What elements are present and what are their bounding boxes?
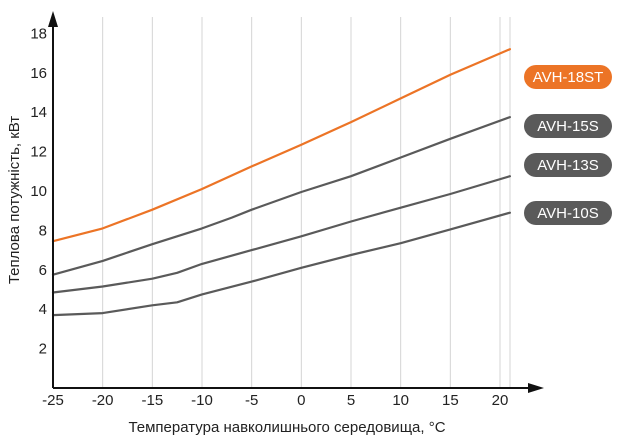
x-axis-arrow — [528, 383, 544, 393]
x-tick-label: -25 — [42, 392, 64, 409]
y-tick-label: 4 — [39, 301, 47, 318]
series-lines — [51, 48, 511, 317]
legend-label: AVH-10S — [537, 205, 598, 222]
legend-badge — [524, 153, 612, 177]
series-line-avh-13s — [51, 175, 511, 294]
y-tick-label: 10 — [30, 183, 47, 200]
legend-item-avh-15s: AVH-15S — [524, 114, 612, 138]
y-tick-label: 6 — [39, 262, 47, 279]
x-tick-label: 0 — [297, 392, 305, 409]
x-axis-label: Температура навколишнього середовища, °C — [128, 419, 445, 436]
series-line-avh-18st — [51, 48, 511, 243]
y-tick-label: 18 — [30, 25, 47, 42]
y-tick-label: 12 — [30, 144, 47, 161]
x-tick-label: -20 — [92, 392, 114, 409]
legend-item-avh-10s: AVH-10S — [524, 201, 612, 225]
legend-label: AVH-13S — [537, 157, 598, 174]
x-tick-label: -10 — [191, 392, 213, 409]
x-tick-label: 20 — [492, 392, 509, 409]
x-tick-label: 10 — [392, 392, 409, 409]
legend-item-avh-18st: AVH-18ST — [524, 65, 612, 89]
tick-labels: -25 -20 -15 -10 -5 0 5 10 15 20 2 4 6 8 10 12 14 16 18 — [30, 25, 508, 409]
legend-item-avh-13s: AVH-13S — [524, 153, 612, 177]
series-line-avh-15s — [51, 115, 511, 276]
x-tick-label: -5 — [245, 392, 258, 409]
legend-label: AVH-15S — [537, 118, 598, 135]
y-tick-label: 8 — [39, 222, 47, 239]
y-axis-arrow — [48, 11, 58, 27]
y-tick-label: 14 — [30, 104, 47, 121]
axes — [48, 11, 544, 393]
x-tick-label: -15 — [141, 392, 163, 409]
series-line-avh-10s — [51, 211, 511, 317]
x-tick-label: 5 — [347, 392, 355, 409]
legend-badge — [524, 201, 612, 225]
legend-badge — [524, 65, 612, 89]
y-tick-label: 2 — [39, 341, 47, 358]
y-axis-label: Теплова потужність, кВт — [6, 116, 23, 284]
legend-badge — [524, 114, 612, 138]
legend-label: AVH-18ST — [533, 69, 604, 86]
legend: AVH-18ST AVH-15S AVH-13S AVH-10S — [524, 65, 612, 225]
y-tick-label: 16 — [30, 65, 47, 82]
x-tick-label: 15 — [442, 392, 459, 409]
vertical-gridlines — [102, 17, 511, 388]
